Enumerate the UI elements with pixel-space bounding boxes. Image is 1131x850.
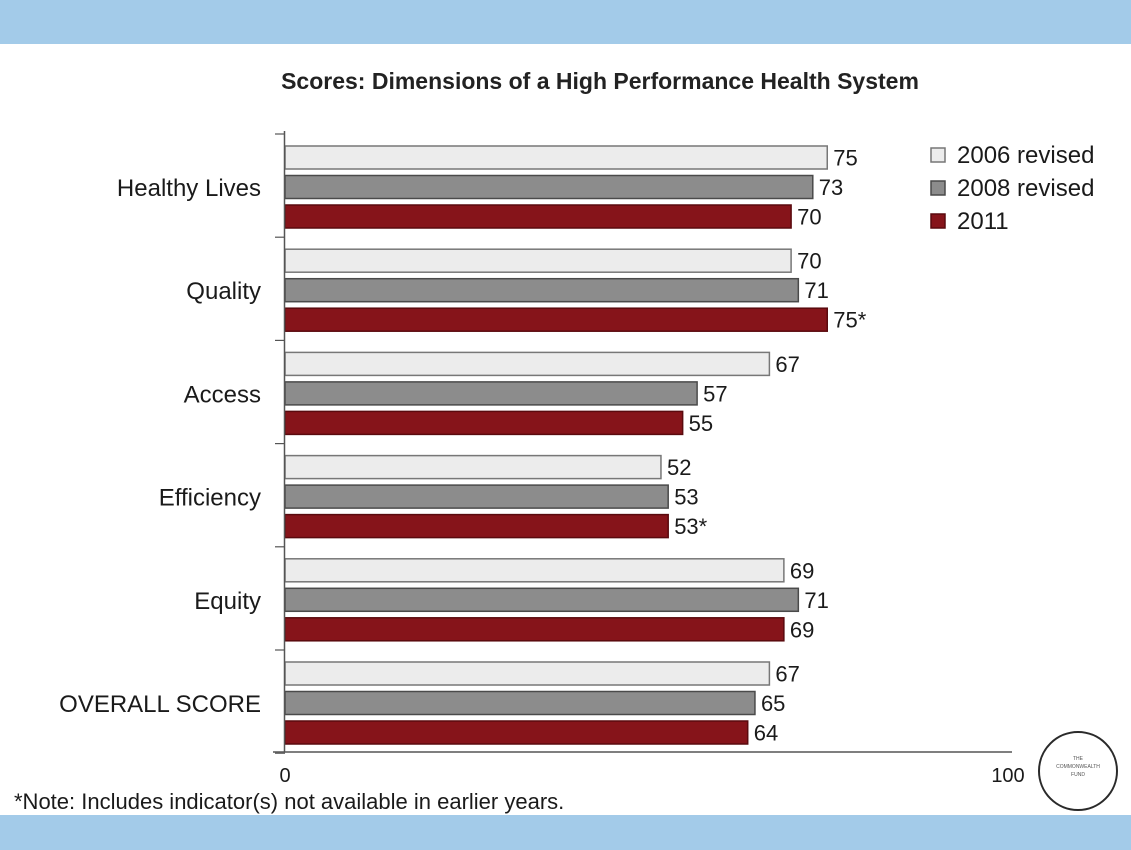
category-label: OVERALL SCORE [59,691,261,718]
legend-label: 2011 [957,208,1009,235]
logo-lettering: FUND [1071,772,1085,778]
bar [284,174,814,200]
chart-title: Scores: Dimensions of a High Performance… [281,68,919,94]
footnote: *Note: Includes indicator(s) not availab… [14,789,565,814]
x-tick-label: 0 [279,765,290,787]
data-label: 71 [804,278,828,303]
data-label: 52 [667,455,691,480]
bar [284,720,749,745]
data-label: 69 [790,558,814,583]
data-label: 67 [775,352,799,377]
bottom-band [0,815,1131,850]
legend-swatch [930,147,946,163]
data-label: 70 [797,249,821,274]
bar [284,513,669,539]
bar [284,248,792,273]
data-label: 71 [804,588,828,613]
logo-lettering: COMMONWEALTH [1056,764,1100,770]
data-label: 73 [819,175,843,200]
data-label: 53 [674,485,698,510]
data-label: 75* [833,308,866,333]
bar [284,204,792,229]
category-label: Access [184,381,261,408]
legend: 2006 revised 2008 revised 2011 [930,142,1094,235]
bar [284,307,828,332]
bar [284,661,771,686]
bar [284,587,800,613]
axes-group: Healthy Lives Quality Access Efficiency Equi… [59,131,1025,787]
bar [284,690,756,716]
data-label: 57 [703,381,727,406]
bar [284,410,684,436]
data-label: 55 [689,411,713,436]
bar [284,145,828,170]
bar [284,277,800,303]
bar [284,617,785,642]
legend-swatch [930,213,946,229]
data-label: 70 [797,205,821,230]
data-label: 64 [754,721,778,746]
data-label: 69 [790,617,814,642]
bar [284,558,785,583]
bar [284,351,771,377]
logo-lettering: THE [1073,756,1084,762]
legend-label: 2006 revised [957,142,1094,169]
bar [284,484,669,509]
data-label: 65 [761,691,785,716]
bar [284,381,698,406]
data-label: 53* [674,514,707,539]
category-label: Quality [186,278,261,305]
legend-swatch [930,180,946,196]
category-label: Healthy Lives [117,175,261,202]
x-tick-label: 100 [991,765,1024,787]
top-band [0,0,1131,44]
data-label: 67 [775,662,799,687]
data-label: 75 [833,146,857,171]
category-label: Equity [194,588,261,615]
commonwealth-fund-logo: THE COMMONWEALTH FUND [1038,731,1118,811]
bar [284,454,662,480]
category-label: Efficiency [159,485,261,512]
legend-label: 2008 revised [957,175,1094,202]
